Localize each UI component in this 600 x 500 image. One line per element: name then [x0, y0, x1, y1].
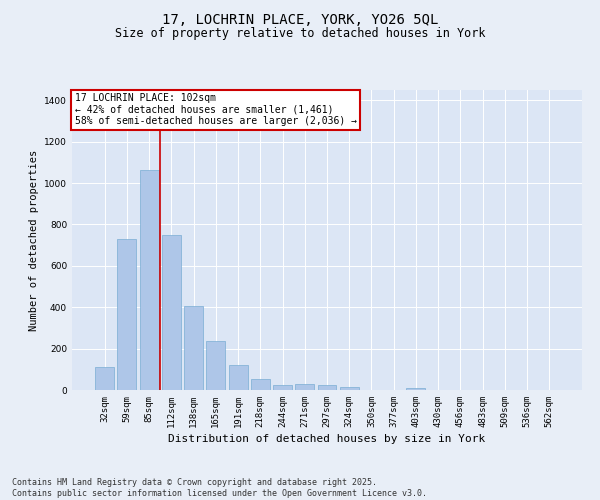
Bar [295, 384, 314, 390]
Bar [273, 386, 292, 390]
Bar [229, 365, 248, 390]
Bar [95, 367, 114, 390]
Text: 17, LOCHRIN PLACE, YORK, YO26 5QL: 17, LOCHRIN PLACE, YORK, YO26 5QL [162, 12, 438, 26]
Bar [118, 239, 136, 390]
Bar [206, 342, 225, 390]
Text: Size of property relative to detached houses in York: Size of property relative to detached ho… [115, 28, 485, 40]
Bar [251, 378, 270, 390]
Bar [406, 388, 425, 390]
Bar [317, 386, 337, 390]
X-axis label: Distribution of detached houses by size in York: Distribution of detached houses by size … [169, 434, 485, 444]
Bar [184, 306, 203, 390]
Text: 17 LOCHRIN PLACE: 102sqm
← 42% of detached houses are smaller (1,461)
58% of sem: 17 LOCHRIN PLACE: 102sqm ← 42% of detach… [74, 93, 356, 126]
Text: Contains HM Land Registry data © Crown copyright and database right 2025.
Contai: Contains HM Land Registry data © Crown c… [12, 478, 427, 498]
Bar [162, 235, 181, 390]
Bar [140, 170, 158, 390]
Y-axis label: Number of detached properties: Number of detached properties [29, 150, 38, 330]
Bar [340, 387, 359, 390]
